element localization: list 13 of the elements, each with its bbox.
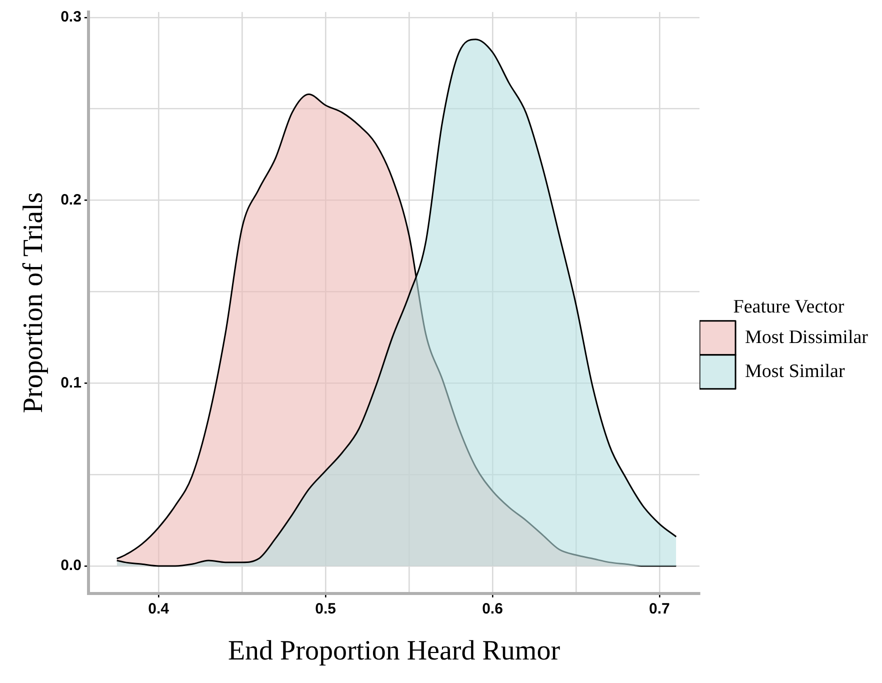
y-axis-title: Proportion of Trials — [18, 192, 50, 414]
x-tick-label: 0.4 — [148, 600, 170, 618]
x-axis-title: End Proportion Heard Rumor — [228, 636, 561, 667]
legend-title: Feature Vector — [733, 296, 845, 318]
legend-label: Most Similar — [745, 360, 846, 382]
x-tick-label: 0.5 — [315, 600, 336, 618]
x-tick-label: 0.6 — [482, 600, 503, 618]
y-tick-label: 0.2 — [60, 191, 82, 208]
y-tick-label: 0.0 — [60, 557, 82, 574]
legend-label: Most Dissimilar — [745, 326, 869, 348]
y-tick-label: 0.3 — [60, 8, 82, 26]
y-tick-label: 0.1 — [60, 374, 82, 392]
x-tick-label: 0.7 — [649, 600, 670, 618]
